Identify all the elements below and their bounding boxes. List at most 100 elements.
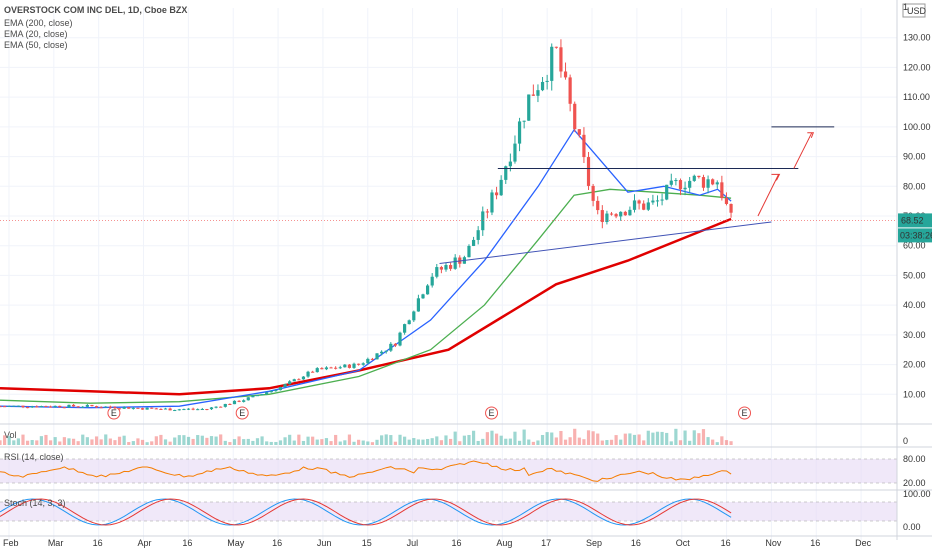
candle-body [688,180,692,188]
volume-bar [508,438,512,445]
candle-body [173,410,177,412]
candle-body [628,209,632,216]
time-tick: 16 [631,538,641,548]
time-tick: Apr [138,538,152,548]
candle-body [90,404,94,407]
candle-body [136,407,140,409]
candle-body [191,408,195,410]
time-tick: 16 [272,538,282,548]
candle-body [223,403,227,407]
candle-body [338,367,342,369]
volume-bar [609,439,614,445]
currency-box[interactable] [902,3,926,18]
volume-bar [242,439,246,445]
drawings[interactable] [439,126,835,265]
time-tick: May [227,538,245,548]
candle-body [467,245,471,258]
volume-bar [494,433,499,445]
ema20-line [0,128,732,409]
arrow-2 [793,132,813,169]
volume-bar [214,436,218,445]
volume-bar [173,437,177,445]
price-tick: 20.00 [903,360,926,370]
volume-bar [421,439,425,445]
candle-body [99,407,103,409]
volume-bar [403,436,407,445]
volume-bar [425,438,430,445]
volume-bar [334,434,338,445]
volume-bar [462,435,466,445]
candle-body [504,166,508,180]
volume-bar [265,441,269,445]
volume-bar [338,441,342,445]
volume-bar [329,441,333,445]
candle-body [701,177,706,188]
volume-bar [577,437,581,445]
candle-body [186,408,191,410]
time-tick: 16 [182,538,192,548]
volume-bar [678,440,683,445]
candle-body [311,371,315,373]
volume-bar [720,436,724,445]
stoch-label[interactable]: Stoch (14, 3, 3) [4,498,66,508]
rsi-label[interactable]: RSI (14, close) [4,452,64,462]
volume-bar [127,442,131,445]
time-tick: Dec [855,538,872,548]
volume-bar [90,439,94,445]
volume-bar [145,442,149,445]
ema20-path [0,128,732,409]
volume-bar [163,439,168,445]
earnings-marker[interactable] [738,406,752,420]
price-tick: 50.00 [903,270,926,280]
time-tick: 15 [362,538,372,548]
volume-bar [642,440,646,445]
candle-body [416,298,421,312]
volume-bar [531,441,535,445]
price-tick: 10.00 [903,389,926,399]
volume-bar [674,428,678,445]
candle-body [251,395,255,398]
earnings-marker[interactable] [235,406,249,420]
volume-bar [251,440,255,445]
vol-label[interactable]: Vol [4,430,17,440]
volume-bar [154,436,158,445]
time-tick: Feb [3,538,19,548]
candle-body [425,285,430,295]
volume-bar [136,438,140,445]
volume-bar [389,435,393,445]
candle-body [724,198,729,204]
candle-body [573,103,577,130]
legend-ema200[interactable]: EMA (200, close) [4,18,73,28]
earnings-marker[interactable] [485,406,499,420]
candle-body [439,267,443,270]
candle-body [2,406,7,408]
candle-body [407,320,411,325]
candle-body [163,408,168,410]
volume-bar [76,441,80,445]
volume-bar [182,435,186,445]
legend-ema20[interactable]: EMA (20, close) [4,29,68,39]
candle-body [554,46,558,48]
volume-bar [384,434,388,445]
candle-body [113,407,117,409]
candle-body [85,404,89,407]
legend-ema50[interactable]: EMA (50, close) [4,40,68,50]
candle-body [242,400,246,402]
candle-body [375,353,379,360]
candle-body [246,397,250,401]
candle-body [278,387,283,391]
candle-body [127,407,131,409]
price-tick: 60.00 [903,241,926,251]
candle-body [669,180,673,185]
volume-bar [357,439,361,445]
volume-bar [407,439,411,445]
price-tick: 130.00 [903,33,931,43]
volume-bar [517,440,522,445]
volume-bar [596,433,600,445]
volume-bar [131,441,135,445]
candle-body [536,90,540,96]
volume-bar [209,436,214,445]
volume-bar [504,438,508,445]
